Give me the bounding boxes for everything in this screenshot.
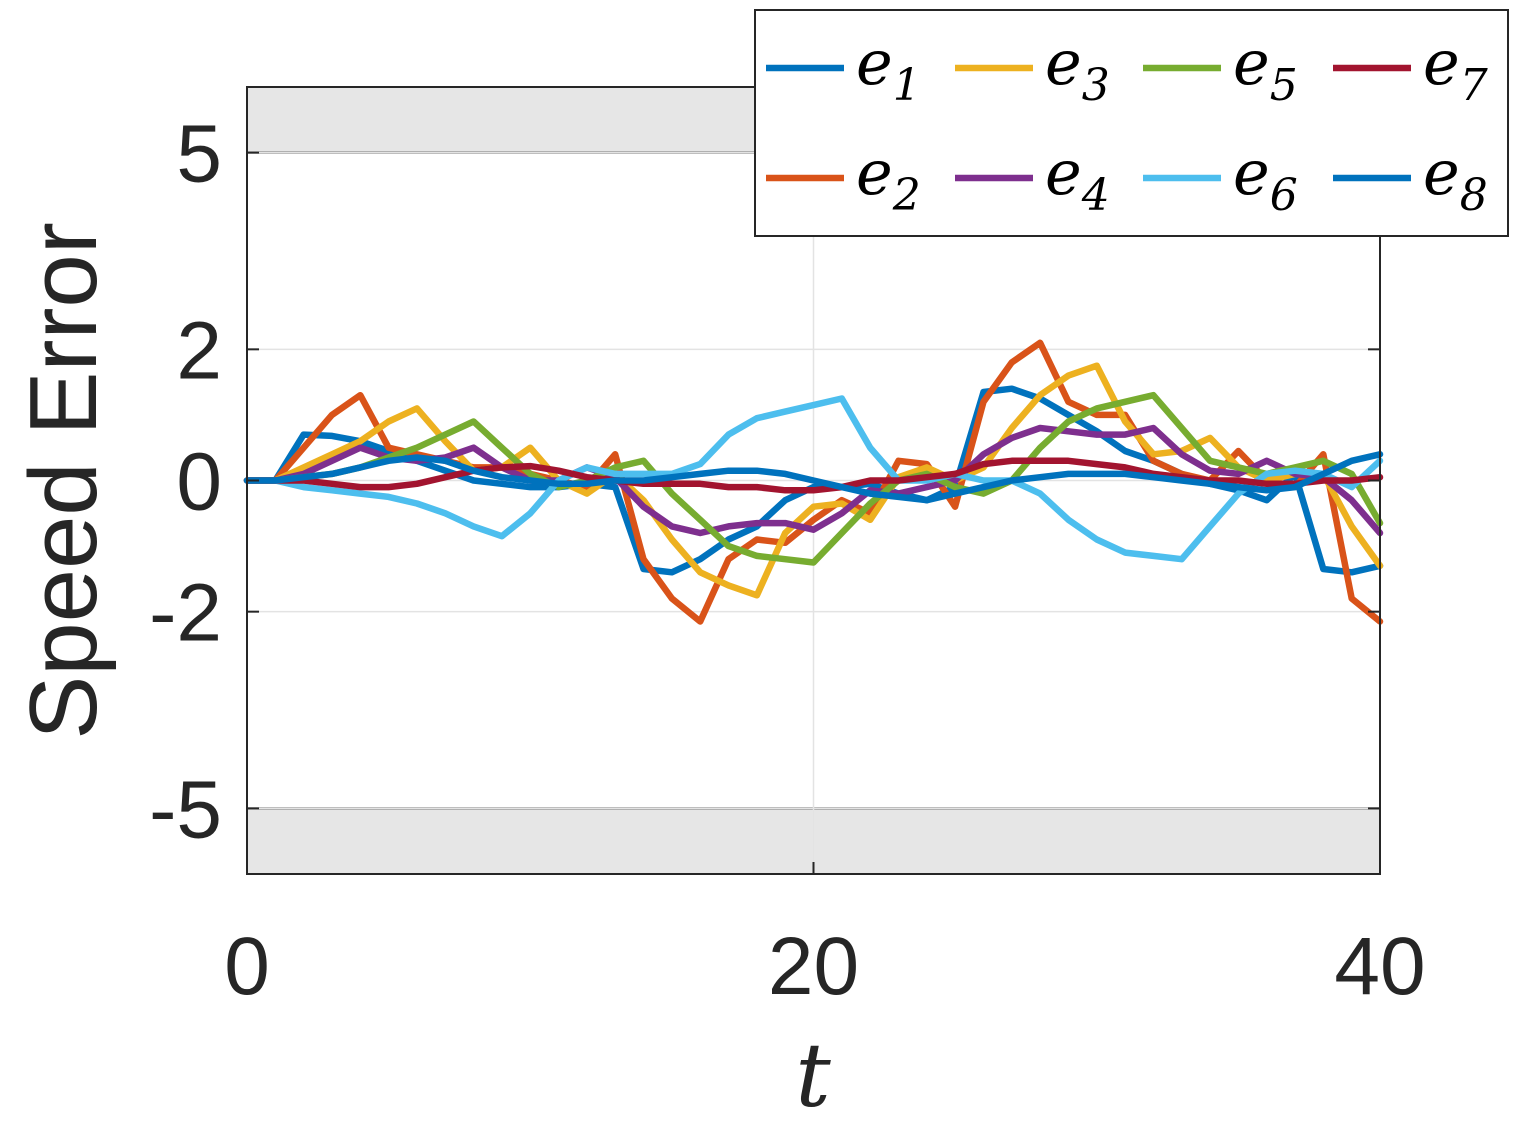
series-layer	[243, 339, 1384, 625]
legend-subscript-6: 6	[1270, 170, 1298, 221]
legend-label-e4: e4	[1045, 136, 1110, 221]
legend-label-e6: e6	[1233, 136, 1298, 221]
x-tick-label-2: 40	[1334, 921, 1425, 1012]
x-tick-label-1: 20	[768, 921, 859, 1012]
y-tick-label-2: 0	[176, 437, 222, 528]
series-line-e7	[243, 457, 1384, 494]
x-tick-label-0: 0	[224, 921, 270, 1012]
legend-subscript-7: 7	[1460, 60, 1488, 111]
series-line-e5	[243, 391, 1384, 566]
y-tick-label-1: -2	[149, 568, 222, 659]
y-axis-label: Speed Error	[10, 222, 117, 740]
series-line-e6	[243, 395, 1384, 563]
series-line-e3	[243, 362, 1384, 599]
legend-subscript-8: 8	[1460, 170, 1488, 221]
legend-subscript-4: 4	[1081, 170, 1110, 221]
y-tick-label-0: -5	[149, 764, 222, 855]
y-tick-label-4: 5	[176, 109, 222, 200]
y-tick-label-3: 2	[176, 305, 222, 396]
legend-subscript-3: 3	[1082, 60, 1110, 111]
legend-label-e5: e5	[1233, 26, 1298, 111]
legend-subscript-1: 1	[893, 60, 921, 111]
legend-subscript-5: 5	[1270, 60, 1298, 111]
series-line-e8	[243, 451, 1384, 504]
x-axis-label: t	[795, 1024, 831, 1127]
tick-labels: 0 20 40 -5 -2 0 2 5	[149, 109, 1426, 1012]
legend-subscript-2: 2	[892, 170, 921, 221]
legend-box	[754, 9, 1509, 237]
